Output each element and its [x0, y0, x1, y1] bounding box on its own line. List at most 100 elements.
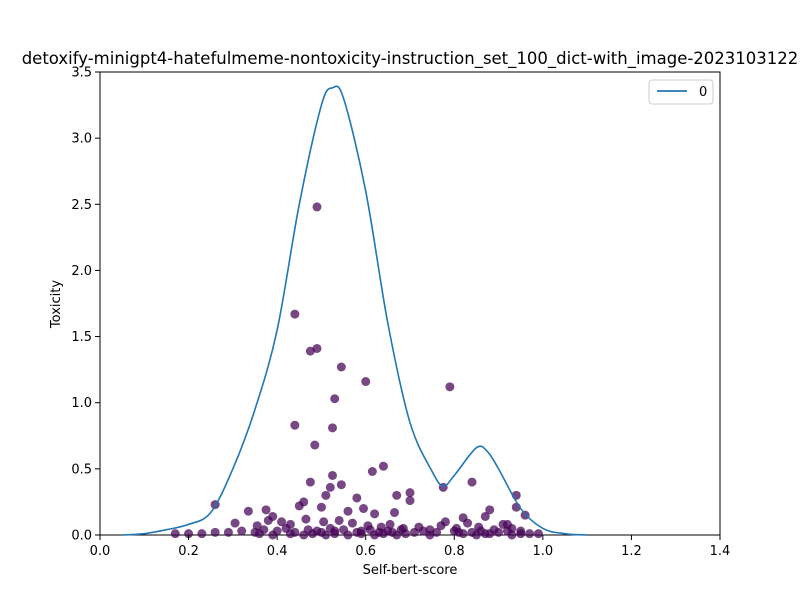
scatter-point — [312, 202, 322, 212]
scatter-point — [463, 518, 473, 528]
axes-frame — [99, 71, 721, 536]
scatter-point — [352, 493, 362, 503]
scatter-point — [285, 529, 295, 539]
scatter-point — [294, 501, 304, 511]
scatter-point — [277, 517, 287, 527]
scatter-point — [334, 515, 344, 525]
scatter-point — [308, 529, 318, 539]
scatter-point — [223, 527, 233, 537]
scatter-point — [328, 470, 337, 480]
x-tick-label: 0.8 — [444, 544, 465, 559]
y-tick-label: 3.0 — [71, 132, 92, 147]
scatter-point — [485, 505, 495, 515]
scatter-point — [321, 530, 331, 540]
scatter-point — [498, 519, 508, 529]
plot-area: 0.0 0.2 0.4 0.6 0.8 1.0 1.2 1.4 0.0 0.5 1.0 1.5 2.0… — [71, 66, 730, 560]
scatter-point — [328, 423, 337, 433]
scatter-point — [336, 362, 346, 372]
scatter-point — [312, 343, 322, 353]
scatter-point — [305, 477, 315, 487]
scatter-point — [418, 526, 428, 536]
scatter-point — [370, 509, 380, 519]
scatter-point — [392, 490, 402, 500]
scatter-point — [405, 496, 415, 506]
scatter-point — [425, 530, 435, 540]
scatter-point — [268, 530, 278, 540]
scatter-point — [343, 506, 353, 516]
scatter-point — [237, 526, 247, 536]
x-tick-label: 0.0 — [90, 544, 111, 559]
scatter-point — [321, 490, 331, 500]
scatter-point — [409, 527, 419, 537]
scatter-point — [316, 502, 326, 512]
scatter-point — [343, 530, 353, 540]
density-curve — [122, 85, 588, 536]
y-tick-label: 2.0 — [71, 264, 92, 279]
scatter-point — [336, 480, 346, 490]
scatter-point — [210, 527, 220, 537]
scatter-point — [485, 529, 495, 539]
scatter-point — [392, 530, 402, 540]
scatter-point — [290, 309, 300, 319]
scatter-point — [290, 420, 300, 430]
scatter-point — [359, 504, 368, 514]
scatter-point — [401, 529, 411, 539]
scatter-point — [325, 482, 335, 492]
x-tick-label: 0.6 — [355, 544, 376, 559]
legend-box — [648, 79, 714, 105]
scatter-point — [533, 529, 543, 539]
scatter-point — [361, 377, 371, 387]
x-tick-label: 0.4 — [267, 544, 288, 559]
y-tick-label: 1.0 — [71, 396, 92, 411]
x-tick-label: 0.2 — [178, 544, 199, 559]
y-tick-label: 0.0 — [71, 529, 92, 544]
y-tick-label: 2.5 — [71, 198, 92, 213]
scatter-point — [319, 517, 329, 527]
scatter-point — [243, 506, 253, 516]
scatter-point — [471, 530, 481, 540]
scatter-point — [263, 515, 273, 525]
y-tick-label: 0.5 — [71, 462, 92, 477]
scatter-point — [347, 518, 357, 528]
scatter-point — [378, 529, 388, 539]
scatter-point — [330, 394, 340, 404]
scatter-point — [525, 529, 535, 539]
scatter-points — [170, 202, 543, 540]
scatter-point — [356, 529, 366, 539]
scatter-point — [494, 527, 504, 537]
scatter-point — [367, 467, 377, 477]
y-tick-label: 3.5 — [71, 66, 92, 81]
scatter-point — [378, 461, 388, 471]
scatter-point — [458, 529, 468, 539]
x-tick-label: 1.4 — [710, 544, 731, 559]
scatter-point — [480, 511, 490, 521]
scatter-point — [197, 529, 207, 539]
scatter-point — [370, 530, 380, 540]
scatter-point — [436, 521, 446, 531]
x-tick-label: 1.2 — [621, 544, 642, 559]
legend: 0 — [648, 79, 714, 105]
scatter-point — [261, 505, 271, 515]
y-tick-label: 1.5 — [71, 330, 92, 345]
scatter-point — [445, 382, 455, 392]
scatter-point — [230, 518, 240, 528]
x-axis-label: Self-bert-score — [363, 563, 458, 578]
scatter-point — [390, 508, 399, 518]
scatter-point — [310, 440, 320, 450]
scatter-point — [184, 529, 194, 539]
chart-title: detoxify-minigpt4-hatefulmeme-nontoxicit… — [22, 49, 799, 69]
scatter-point — [330, 529, 340, 539]
scatter-point — [254, 529, 264, 539]
scatter-point — [301, 514, 311, 524]
scatter-point — [516, 529, 526, 539]
y-axis-ticks: 0.0 0.5 1.0 1.5 2.0 2.5 3.0 3.5 — [71, 66, 100, 544]
scatter-point — [170, 529, 180, 539]
x-axis-ticks: 0.0 0.2 0.4 0.6 0.8 1.0 1.2 1.4 — [90, 535, 731, 559]
legend-entry-0: 0 — [699, 85, 707, 100]
x-tick-label: 1.0 — [533, 544, 554, 559]
scatter-point — [467, 477, 477, 487]
scatter-point — [405, 488, 415, 498]
scatter-point — [507, 530, 517, 540]
y-axis-label: Toxicity — [49, 280, 64, 329]
